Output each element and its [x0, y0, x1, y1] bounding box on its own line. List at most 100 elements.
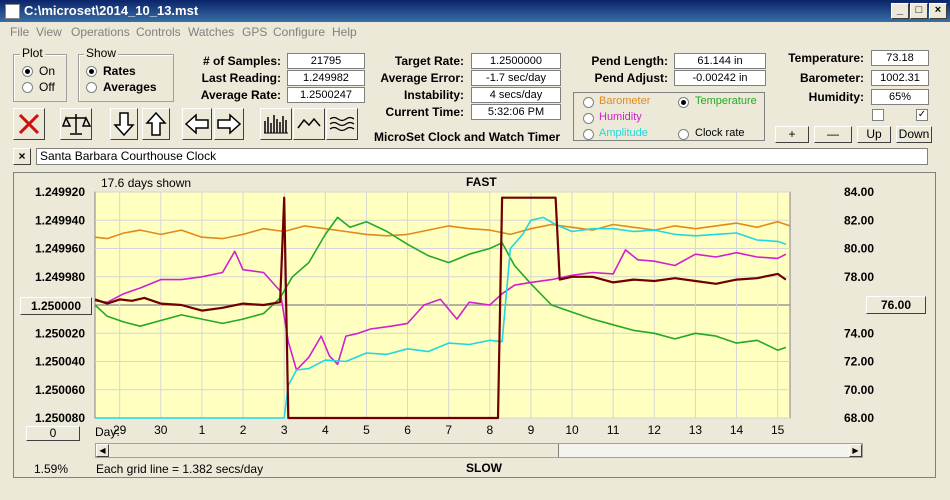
humidity-radio[interactable] — [583, 113, 594, 124]
line-graph-button[interactable] — [293, 108, 325, 140]
plus-button[interactable]: + — [775, 126, 809, 143]
checkbox-2[interactable]: ✓ — [916, 109, 928, 121]
menu-help[interactable]: Help — [332, 25, 357, 39]
waves-button[interactable] — [326, 108, 358, 140]
x-tick-label: 2 — [240, 423, 247, 437]
center-rate-button[interactable]: 1.250000 — [20, 297, 92, 315]
temperature-radio[interactable] — [678, 97, 689, 108]
up-button[interactable]: Up — [857, 126, 891, 143]
slow-label: SLOW — [466, 461, 502, 475]
pend-adjust-label: Pend Adjust: — [594, 71, 668, 85]
x-tick-label: 13 — [689, 423, 703, 437]
plot-off-radio[interactable] — [22, 82, 33, 93]
y-right-tick-label: 78.00 — [844, 270, 874, 284]
humidity-label: Humidity: — [808, 90, 864, 104]
amplitude-radio[interactable] — [583, 129, 594, 140]
arrow-up-button[interactable] — [142, 108, 170, 140]
menu-watches[interactable]: Watches — [188, 25, 235, 39]
plot-off-label: Off — [39, 80, 55, 94]
x-tick-label: 11 — [607, 423, 620, 437]
barometer-radio[interactable] — [583, 97, 594, 108]
x-tick-label: 7 — [445, 423, 452, 437]
show-averages-radio[interactable] — [86, 82, 97, 93]
clock-rate-option-label: Clock rate — [695, 127, 745, 139]
y-right-tick-label: 70.00 — [844, 383, 874, 397]
down-button[interactable]: Down — [896, 126, 932, 143]
close-clock-button[interactable]: × — [13, 148, 31, 165]
x-tick-label: 5 — [363, 423, 370, 437]
menu-view[interactable]: View — [36, 25, 62, 39]
arrow-down-button[interactable] — [110, 108, 138, 140]
plot-on-radio[interactable] — [22, 66, 33, 77]
y-right-tick-label: 80.00 — [844, 242, 874, 256]
offset-button[interactable]: 0 — [26, 426, 80, 441]
horizontal-scrollbar[interactable]: ◀ ▶ — [95, 443, 863, 458]
temperature-series-line — [94, 216, 787, 352]
clock-rate-radio[interactable] — [678, 129, 689, 140]
close-window-button[interactable]: × — [929, 3, 947, 19]
window-title: C:\microset\2014_10_13.mst — [24, 3, 199, 18]
x-tick-label: 10 — [565, 423, 579, 437]
x-tick-label: 4 — [322, 423, 329, 437]
waves-icon — [329, 116, 355, 132]
minimize-button[interactable]: _ — [891, 3, 909, 19]
minus-button[interactable]: — — [814, 126, 852, 143]
menu-controls[interactable]: Controls — [136, 25, 181, 39]
x-tick-label: 1 — [199, 423, 206, 437]
barometer-option-label: Barometer — [599, 95, 651, 107]
scroll-left-button[interactable]: ◀ — [96, 444, 109, 457]
arrow-left-icon — [184, 113, 209, 135]
arrow-up-icon — [145, 111, 167, 136]
days-shown-label: 17.6 days shown — [101, 176, 192, 190]
barometer-label: Barometer: — [799, 71, 864, 85]
y-left-tick-label: 1.249980 — [35, 270, 85, 284]
stop-x-icon — [18, 113, 40, 135]
y-right-tick-label: 68.00 — [844, 411, 874, 425]
scroll-thumb[interactable] — [110, 444, 559, 457]
humidity-field: 65% — [871, 89, 929, 105]
pend-length-field: 61.144 in — [674, 53, 766, 69]
current-time-field: 5:32:06 PM — [471, 104, 561, 120]
clock-name-field[interactable]: Santa Barbara Courthouse Clock — [36, 148, 928, 165]
barometer-series-line — [94, 220, 791, 240]
y-left-tick-label: 1.250040 — [35, 355, 85, 369]
arrow-left-button[interactable] — [182, 108, 212, 140]
checkbox-1[interactable] — [872, 109, 884, 121]
humidity-option-label: Humidity — [599, 111, 642, 123]
histogram-icon — [264, 115, 288, 134]
center-temp-button[interactable]: 76.00 — [866, 296, 926, 314]
current-time-label: Current Time: — [385, 105, 464, 119]
average-error-field: -1.7 sec/day — [471, 70, 561, 86]
menu-gps[interactable]: GPS — [242, 25, 268, 39]
balance-scale-icon — [61, 114, 92, 135]
target-rate-label: Target Rate: — [394, 54, 464, 68]
app-icon — [5, 4, 20, 19]
scroll-right-button[interactable]: ▶ — [849, 444, 862, 457]
show-rates-radio[interactable] — [86, 66, 97, 77]
y-left-tick-label: 1.250060 — [35, 383, 85, 397]
x-tick-label: 30 — [154, 423, 168, 437]
menu-file[interactable]: File — [10, 25, 30, 39]
maximize-button[interactable]: □ — [910, 3, 928, 19]
arrow-down-icon — [113, 112, 135, 137]
histogram-button[interactable] — [260, 108, 292, 140]
stop-button[interactable] — [13, 108, 45, 140]
balance-button[interactable] — [60, 108, 92, 140]
x-tick-label: 15 — [771, 423, 785, 437]
menu-operations[interactable]: Operations — [71, 25, 130, 39]
y-left-tick-label: 1.249920 — [35, 185, 85, 199]
arrow-right-button[interactable] — [214, 108, 244, 140]
x-tick-label: 29 — [113, 423, 127, 437]
x-tick-label: 12 — [648, 423, 662, 437]
show-rates-label: Rates — [103, 64, 136, 78]
y-left-tick-label: 1.250080 — [35, 411, 85, 425]
title-bar: C:\microset\2014_10_13.mst _ □ × — [0, 0, 950, 22]
show-averages-label: Averages — [103, 80, 157, 94]
x-tick-label: 6 — [404, 423, 411, 437]
pend-adjust-field: -0.00242 in — [674, 70, 766, 86]
menu-configure[interactable]: Configure — [273, 25, 326, 39]
y-left-tick-label: 1.250020 — [35, 326, 85, 340]
y-right-tick-label: 74.00 — [844, 326, 874, 340]
sensor-select-group — [573, 92, 765, 141]
